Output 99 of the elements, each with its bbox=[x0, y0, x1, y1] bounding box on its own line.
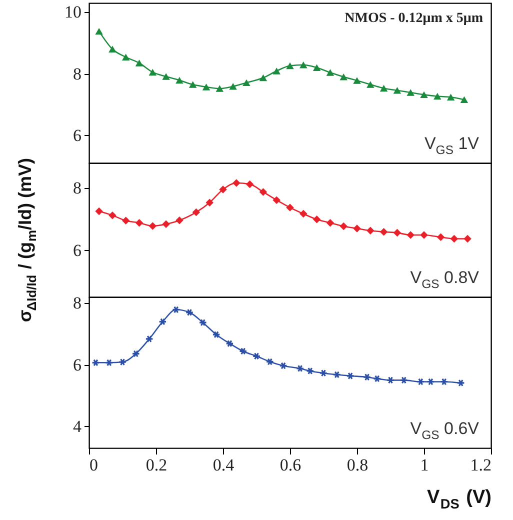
point bbox=[279, 362, 288, 370]
point bbox=[366, 226, 374, 234]
point bbox=[108, 211, 116, 220]
point bbox=[232, 179, 240, 187]
point bbox=[440, 378, 448, 386]
point bbox=[272, 68, 280, 74]
point bbox=[188, 81, 197, 88]
point bbox=[372, 374, 382, 382]
point bbox=[312, 64, 321, 71]
point bbox=[216, 85, 224, 92]
point bbox=[296, 364, 304, 372]
point bbox=[95, 28, 103, 35]
point bbox=[326, 69, 334, 76]
point bbox=[420, 231, 428, 239]
point bbox=[242, 79, 250, 86]
point bbox=[162, 220, 170, 228]
point bbox=[266, 358, 274, 366]
point bbox=[362, 373, 372, 381]
point bbox=[434, 92, 442, 100]
point bbox=[172, 306, 180, 314]
point bbox=[446, 94, 455, 101]
point bbox=[135, 60, 144, 66]
point bbox=[353, 77, 361, 84]
point bbox=[340, 222, 348, 230]
point bbox=[464, 234, 472, 243]
point bbox=[386, 376, 395, 384]
point bbox=[406, 231, 414, 239]
point bbox=[206, 198, 214, 206]
point bbox=[416, 378, 425, 386]
point bbox=[272, 196, 280, 204]
y-tick-label: 8 bbox=[73, 178, 82, 198]
point bbox=[185, 308, 194, 316]
point bbox=[300, 61, 308, 68]
point bbox=[306, 367, 314, 375]
point bbox=[393, 87, 402, 94]
point bbox=[122, 216, 130, 225]
point bbox=[252, 352, 261, 360]
point bbox=[319, 369, 328, 377]
point bbox=[145, 335, 154, 343]
point bbox=[118, 358, 127, 366]
x-tick-label: 0.8 bbox=[346, 456, 368, 474]
point bbox=[198, 318, 208, 326]
point bbox=[326, 218, 334, 227]
point bbox=[259, 188, 268, 196]
point bbox=[148, 68, 157, 76]
point bbox=[95, 207, 103, 216]
point bbox=[450, 234, 458, 243]
point bbox=[229, 83, 237, 90]
point bbox=[380, 228, 388, 236]
point bbox=[346, 372, 354, 380]
x-tick-label: 0.6 bbox=[280, 456, 302, 474]
point bbox=[300, 210, 308, 218]
point bbox=[162, 73, 170, 80]
x-tick-label: 1.2 bbox=[470, 456, 492, 474]
point bbox=[406, 89, 414, 96]
point bbox=[212, 330, 220, 338]
point bbox=[400, 376, 408, 384]
x-tick-label: 0 bbox=[90, 456, 98, 474]
point bbox=[332, 370, 342, 378]
y-tick-label: 6 bbox=[73, 240, 82, 260]
y-axis-title: σΔId/Id / (gm/Id) (mV) bbox=[15, 158, 40, 322]
point bbox=[286, 62, 294, 70]
point bbox=[148, 222, 157, 230]
y-tick-label: 8 bbox=[73, 294, 82, 313]
y-tick-label: 6 bbox=[73, 126, 82, 145]
point bbox=[238, 348, 248, 355]
point bbox=[192, 208, 200, 216]
point bbox=[246, 180, 254, 188]
point bbox=[226, 340, 234, 348]
point bbox=[132, 350, 140, 358]
point bbox=[176, 76, 184, 84]
point bbox=[104, 358, 114, 366]
y-tick-label: 10 bbox=[64, 2, 82, 22]
point bbox=[460, 96, 468, 103]
point bbox=[219, 186, 227, 194]
point bbox=[340, 73, 348, 80]
x-tick-label: 1 bbox=[420, 456, 429, 474]
text: NMOS - 0.12μm x 5μm bbox=[344, 11, 484, 26]
point bbox=[426, 378, 435, 386]
point bbox=[259, 74, 268, 82]
point bbox=[108, 46, 116, 53]
y-tick-label: 4 bbox=[73, 416, 82, 436]
point bbox=[436, 233, 445, 242]
x-tick-label: 0.4 bbox=[212, 456, 235, 474]
point bbox=[380, 84, 388, 92]
point bbox=[176, 216, 184, 224]
point bbox=[158, 318, 167, 326]
point bbox=[393, 228, 402, 237]
y-tick-label: 8 bbox=[73, 64, 82, 84]
point bbox=[135, 218, 144, 227]
point bbox=[122, 54, 130, 61]
point bbox=[353, 224, 361, 232]
x-tick-label: 0.2 bbox=[146, 456, 168, 474]
point bbox=[286, 204, 294, 212]
point bbox=[202, 84, 210, 90]
point bbox=[366, 81, 374, 88]
point bbox=[420, 91, 428, 98]
y-tick-label: 6 bbox=[73, 355, 82, 374]
point bbox=[312, 216, 321, 224]
